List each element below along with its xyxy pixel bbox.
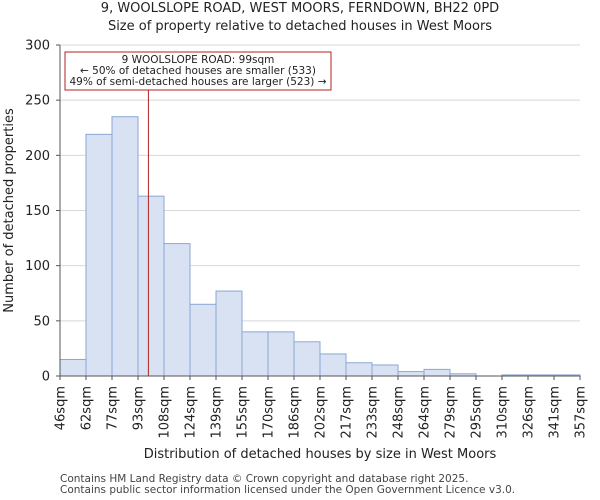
x-tick-label: 279sqm [444,386,459,439]
footer-licence: Contains public sector information licen… [60,484,516,496]
x-tick-label: 310sqm [496,386,511,439]
y-tick-label: 200 [25,149,50,164]
x-tick-label: 139sqm [210,386,225,439]
x-tick-label: 202sqm [314,386,329,439]
x-tick-label: 341sqm [548,386,563,439]
histogram-bar [241,331,269,377]
histogram-bar [59,358,87,377]
annotation-larger: 49% of semi-detached houses are larger (… [70,76,327,88]
y-tick-label: 50 [33,314,50,329]
x-tick-label: 186sqm [288,386,303,439]
x-tick-label: 62sqm [80,386,95,430]
x-tick-label: 357sqm [574,386,589,439]
histogram-bar [319,353,347,377]
histogram-bar [397,371,425,377]
x-tick-label: 295sqm [470,386,485,439]
chart-subtitle: Size of property relative to detached ho… [107,19,493,34]
y-tick-label: 0 [42,370,50,385]
x-tick-label: 248sqm [392,386,407,439]
histogram-bar [85,133,113,377]
y-tick-label: 300 [25,39,50,54]
histogram-bar [345,362,373,377]
x-tick-label: 46sqm [54,386,69,430]
x-tick-label: 217sqm [340,386,355,439]
histogram-bar [137,195,165,377]
x-tick-label: 264sqm [418,386,433,439]
y-axis-label: Number of detached properties [2,108,17,313]
histogram-bar [423,368,451,377]
annotation-box [64,51,332,91]
histogram-bar [215,290,243,377]
x-tick-label: 170sqm [262,386,277,439]
x-tick-label: 233sqm [366,386,381,439]
histogram-bar [267,331,295,377]
x-tick-label: 155sqm [236,386,251,439]
annotation-title: 9 WOOLSLOPE ROAD: 99sqm [122,54,275,66]
y-tick-label: 100 [25,259,50,274]
histogram-bar [111,116,139,377]
histogram-chart: 0 50 100 150 200 250 300 46sqm 62sqm 77sqm 93sqm 10… [2,39,589,463]
histogram-bar [189,303,217,377]
histogram-bar [293,341,321,377]
histogram-bar [163,243,191,377]
annotation-smaller: ← 50% of detached houses are smaller (53… [80,65,316,77]
x-tick-label: 124sqm [184,386,199,439]
x-tick-label: 108sqm [158,386,173,439]
histogram-bar [371,364,399,377]
y-tick-label: 250 [25,94,50,109]
x-tick-label: 77sqm [106,386,121,430]
x-axis-label: Distribution of detached houses by size … [144,447,497,462]
chart-title: 9, WOOLSLOPE ROAD, WEST MOORS, FERNDOWN,… [100,1,500,16]
x-tick-label: 326sqm [522,386,537,439]
x-tick-label: 93sqm [132,386,147,430]
y-tick-label: 150 [25,204,50,219]
footer-copyright: Contains HM Land Registry data © Crown c… [60,473,469,485]
